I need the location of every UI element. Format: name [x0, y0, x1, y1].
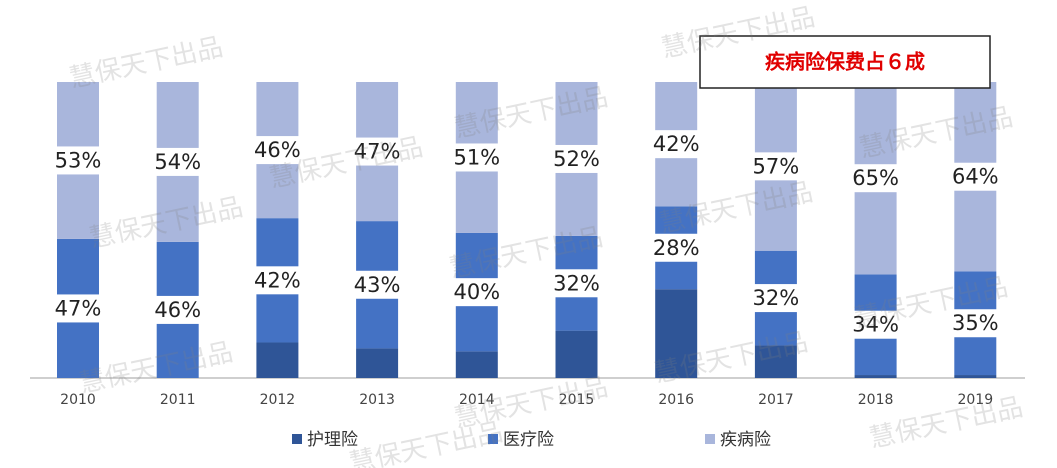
label-background [549, 144, 604, 173]
value-label: 35% [952, 311, 999, 335]
label-background [848, 310, 903, 339]
value-label: 43% [354, 273, 401, 297]
legend-swatch [488, 434, 498, 444]
annotation: 疾病险保费占６成 [765, 50, 925, 74]
label-background [449, 278, 504, 307]
label-background [51, 146, 105, 175]
label-background [250, 136, 305, 165]
value-label: 65% [852, 166, 899, 190]
legend: 护理险 医疗险 疾病险 [292, 430, 771, 450]
label-background [350, 270, 405, 299]
bar-segment [256, 342, 299, 378]
value-label: 47% [354, 140, 401, 164]
label-background [150, 147, 205, 176]
x-tick-label: 2019 [957, 392, 993, 408]
bar-segment [754, 345, 797, 378]
legend-label: 疾病险 [720, 430, 771, 450]
bar-segment [954, 375, 997, 378]
label-background [549, 269, 604, 298]
value-label: 57% [753, 154, 800, 178]
legend-swatch [705, 434, 715, 444]
bar-segment [854, 375, 897, 378]
label-background [150, 295, 205, 324]
value-label: 54% [154, 150, 201, 174]
legend-label: 护理险 [307, 430, 358, 450]
label-background [748, 284, 803, 313]
value-labels: 47% 53% 2010 46% 54% 2011 42% 46% 2012 43% 47% 2013… [51, 130, 1003, 408]
x-tick-label: 2017 [758, 392, 794, 408]
x-tick-label: 2011 [160, 392, 196, 408]
value-label: 40% [453, 280, 500, 304]
legend-swatch [292, 434, 302, 444]
label-background [51, 294, 105, 323]
x-tick-label: 2014 [459, 392, 495, 408]
x-tick-label: 2012 [260, 392, 296, 408]
value-label: 46% [154, 298, 201, 322]
label-background [948, 309, 1003, 338]
value-label: 32% [553, 271, 600, 295]
value-label: 47% [55, 296, 102, 320]
x-tick-label: 2018 [858, 392, 894, 408]
x-tick-label: 2016 [658, 392, 694, 408]
bar-segment [455, 351, 498, 378]
annotation-box [699, 35, 991, 89]
label-background [948, 162, 1003, 191]
bar-segment [356, 348, 399, 378]
value-label: 53% [55, 148, 102, 172]
value-label: 32% [753, 286, 800, 310]
label-background [449, 143, 504, 172]
label-background [250, 266, 305, 295]
label-background [649, 233, 704, 262]
label-background [848, 164, 903, 193]
x-tick-label: 2013 [359, 392, 395, 408]
label-background [350, 137, 405, 166]
label-background [748, 152, 803, 181]
value-label: 42% [653, 132, 700, 156]
value-label: 34% [852, 313, 899, 337]
value-label: 51% [453, 145, 500, 169]
value-label: 42% [254, 268, 301, 292]
legend-label: 医疗险 [503, 430, 554, 450]
value-label: 52% [553, 147, 600, 171]
value-label: 64% [952, 165, 999, 189]
bar-segment [655, 289, 698, 378]
value-label: 46% [254, 138, 301, 162]
x-tick-label: 2010 [60, 392, 96, 408]
value-label: 28% [653, 236, 700, 260]
label-background [649, 130, 704, 159]
bar-segment [555, 330, 598, 378]
x-tick-label: 2015 [559, 392, 595, 408]
